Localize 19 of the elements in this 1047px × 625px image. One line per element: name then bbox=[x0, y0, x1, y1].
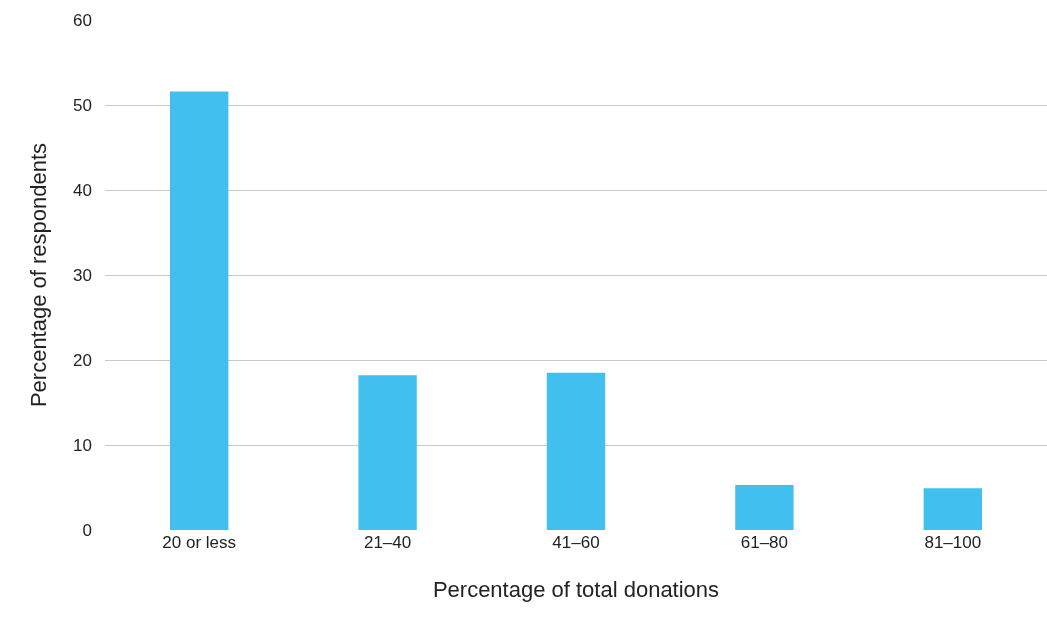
y-tick-label: 10 bbox=[73, 435, 92, 455]
x-tick-label: 21–40 bbox=[363, 533, 412, 552]
x-tick-label: 81–100 bbox=[924, 533, 982, 552]
y-tick-label: 0 bbox=[82, 520, 92, 540]
bar bbox=[735, 484, 794, 530]
y-tick-label: 20 bbox=[73, 350, 92, 370]
y-tick-label: 50 bbox=[73, 95, 92, 115]
bar bbox=[923, 488, 982, 530]
y-tick-label: 30 bbox=[73, 265, 92, 285]
y-tick-label: 40 bbox=[73, 180, 92, 200]
bar bbox=[546, 372, 606, 530]
y-tick-label: 60 bbox=[73, 10, 92, 30]
x-tick-label: 20 or less bbox=[162, 533, 237, 552]
y-axis-title: Percentage of respondents bbox=[25, 142, 51, 408]
x-axis-title: Percentage of total donations bbox=[432, 576, 720, 602]
bar bbox=[170, 91, 229, 530]
x-tick-label: 61–80 bbox=[740, 533, 789, 552]
bar bbox=[358, 375, 417, 530]
x-tick-label: 41–60 bbox=[552, 533, 600, 552]
